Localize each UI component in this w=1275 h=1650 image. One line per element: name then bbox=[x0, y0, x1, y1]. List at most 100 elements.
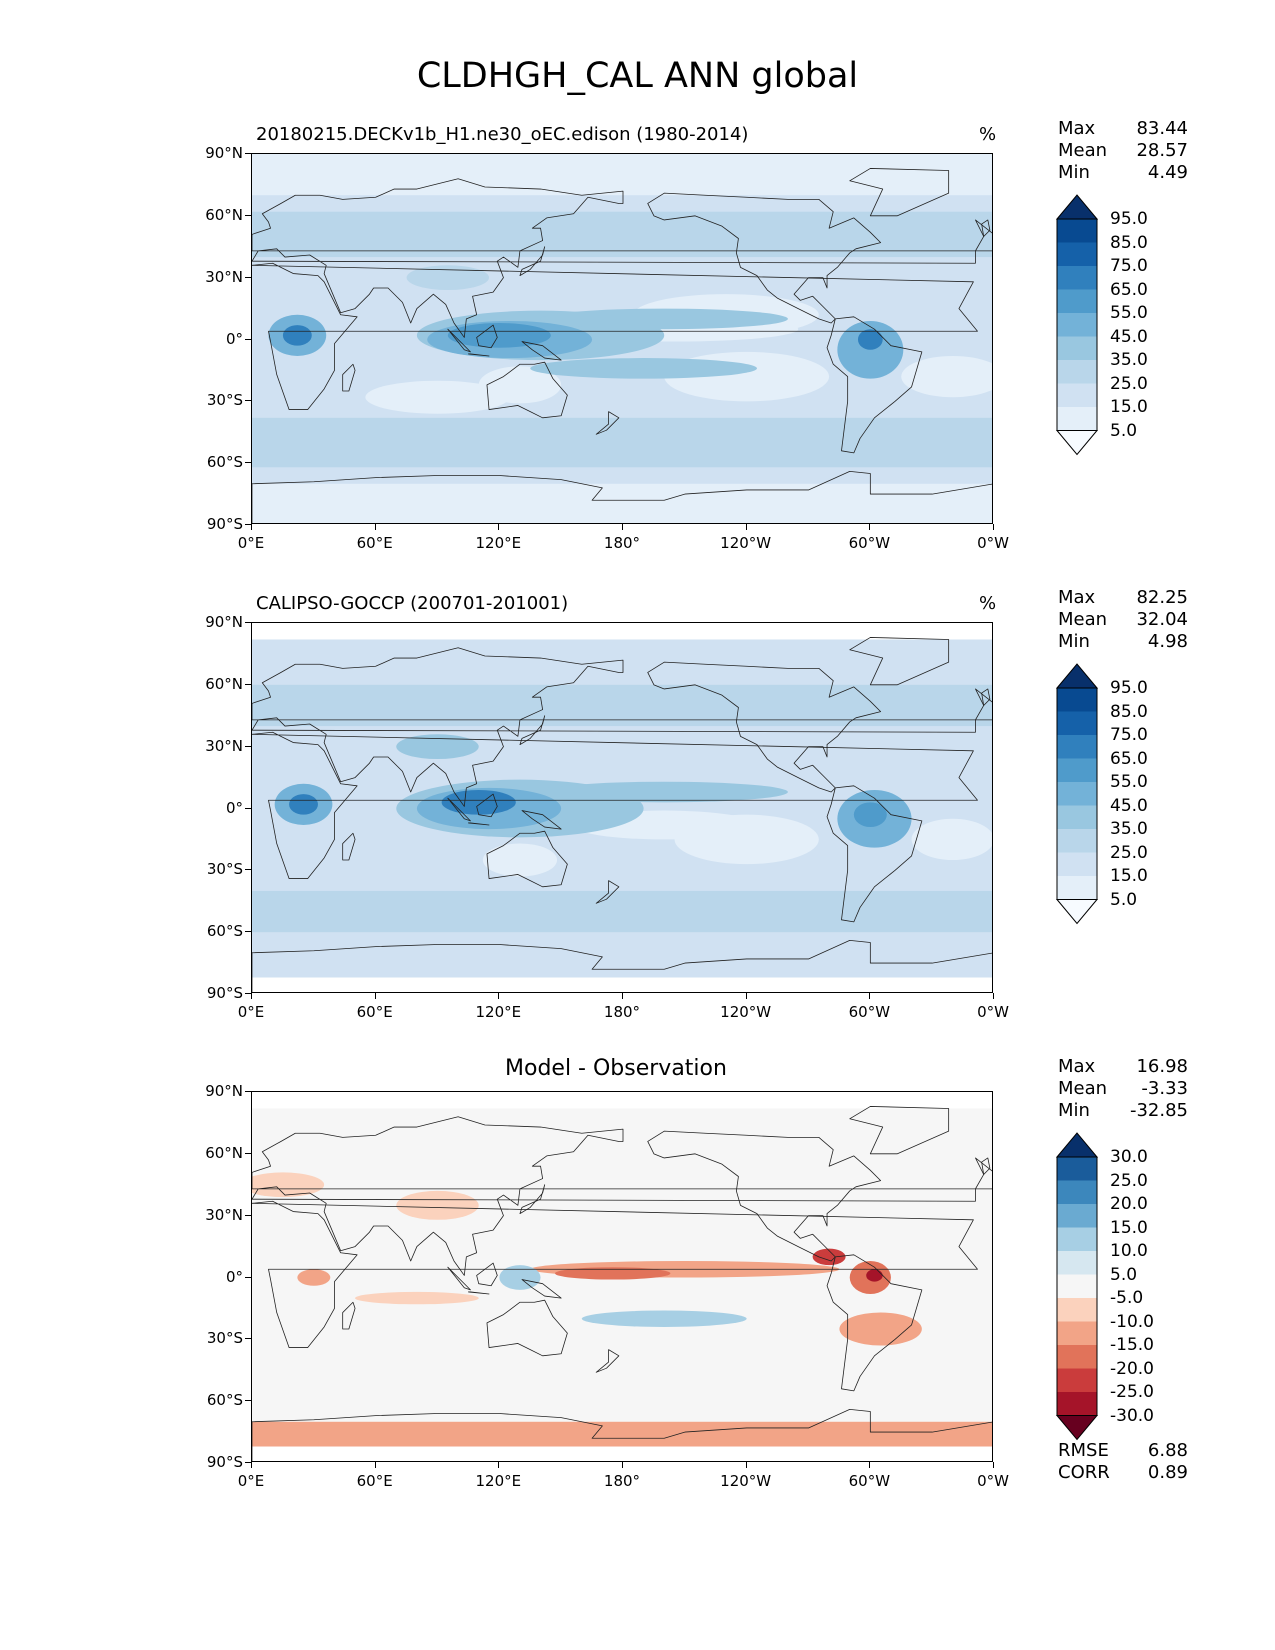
coastline bbox=[521, 1279, 562, 1299]
coastline bbox=[521, 341, 562, 361]
lat-tick-label: 90°N bbox=[205, 613, 243, 631]
lat-tick-label: 90°S bbox=[206, 984, 243, 1002]
coastline bbox=[849, 1106, 950, 1155]
lat-tick bbox=[245, 276, 251, 278]
panel-1-colorbar bbox=[1055, 194, 1099, 460]
colorbar-tick-label: 15.0 bbox=[1110, 866, 1148, 886]
coastline bbox=[521, 810, 562, 830]
contour-region bbox=[554, 1267, 671, 1280]
lon-tick bbox=[498, 524, 500, 530]
colorbar-segment bbox=[1057, 782, 1097, 806]
lon-tick-label: 0°E bbox=[237, 1003, 265, 1021]
lon-tick-label: 60°E bbox=[356, 534, 393, 552]
colorbar-tick-label: 25.0 bbox=[1110, 1170, 1148, 1191]
antarctic-band bbox=[252, 483, 992, 523]
spcz bbox=[530, 358, 757, 379]
lon-tick bbox=[251, 993, 252, 999]
lat-tick-label: 60°S bbox=[206, 922, 243, 941]
colorbar-segment bbox=[1057, 1251, 1097, 1275]
colorbar-segment bbox=[1057, 829, 1097, 853]
lon-tick-label: 60°E bbox=[356, 1472, 393, 1490]
tibet-difference bbox=[396, 1190, 479, 1220]
tibet bbox=[406, 265, 490, 291]
colorbar-top-tip bbox=[1055, 1132, 1099, 1158]
coastline bbox=[252, 1409, 992, 1461]
colorbar-tick-label: 15.0 bbox=[1110, 1217, 1148, 1238]
colorbar-tick-label: -20.0 bbox=[1110, 1358, 1154, 1379]
colorbar-bottom-tip bbox=[1055, 899, 1099, 925]
lat-tick bbox=[245, 931, 251, 933]
lon-tick bbox=[374, 1462, 376, 1468]
lat-tick-label: 90°S bbox=[206, 1453, 243, 1471]
lon-tick-label: 120°W bbox=[720, 534, 772, 552]
colorbar-frame bbox=[1056, 1156, 1098, 1416]
lat-tick-label: 30°S bbox=[206, 391, 243, 410]
coastline bbox=[486, 1299, 568, 1357]
colorbar-frame bbox=[1056, 218, 1098, 431]
colorbar-tick-label: -15.0 bbox=[1110, 1335, 1154, 1355]
lat-tick bbox=[245, 1400, 251, 1402]
lon-tick-label: 120°W bbox=[720, 1472, 772, 1490]
coastline bbox=[476, 793, 498, 818]
coastline bbox=[826, 785, 923, 923]
lon-tick-label: 180° bbox=[603, 534, 641, 552]
lon-tick-label: 120°E bbox=[475, 1003, 522, 1021]
lat-tick-label: 90°S bbox=[206, 515, 243, 533]
panel-2-title: CALIPSO-GOCCP (200701-201001) bbox=[256, 593, 569, 614]
tibet bbox=[396, 734, 479, 760]
coastline bbox=[981, 219, 991, 237]
contour-region bbox=[252, 1172, 325, 1198]
lat-tick bbox=[245, 338, 251, 340]
lon-tick bbox=[745, 524, 747, 530]
colorbar-segment bbox=[1057, 407, 1097, 431]
colorbar-tick-label: 25.0 bbox=[1110, 373, 1148, 394]
panel-3-skill-stats: RMSE 6.88 CORR 0.89 bbox=[1058, 1440, 1188, 1483]
contour-region bbox=[478, 366, 562, 404]
lat-tick bbox=[245, 1462, 251, 1463]
contour-region bbox=[289, 794, 318, 815]
colorbar-tick-label: 85.0 bbox=[1110, 701, 1148, 722]
sh-storm-track bbox=[252, 890, 992, 933]
coastline bbox=[975, 1157, 992, 1190]
lat-tick bbox=[245, 993, 251, 994]
colorbar-segment bbox=[1057, 1321, 1097, 1345]
lat-tick-label: 30°N bbox=[205, 267, 243, 286]
coastline bbox=[468, 1291, 490, 1295]
colorbar-tick-label: 85.0 bbox=[1110, 232, 1148, 253]
antarctic-difference bbox=[252, 1421, 992, 1447]
colorbar-tick-label: 65.0 bbox=[1110, 279, 1148, 300]
lon-tick bbox=[251, 524, 252, 530]
coastline bbox=[647, 1130, 882, 1262]
colorbar-tick-label: 55.0 bbox=[1110, 772, 1148, 792]
coastline bbox=[595, 411, 620, 435]
panel-2-unit: % bbox=[979, 593, 997, 614]
coastline bbox=[981, 1157, 991, 1175]
lat-tick-label: 0° bbox=[225, 798, 243, 817]
colorbar-tick-label: 65.0 bbox=[1110, 748, 1148, 769]
lat-tick bbox=[245, 807, 251, 809]
colorbar-tick-label: 5.0 bbox=[1110, 1264, 1138, 1285]
colorbar-tick-label: 5.0 bbox=[1110, 420, 1138, 441]
colorbar-segment bbox=[1057, 1157, 1097, 1181]
coastline bbox=[981, 688, 991, 706]
lat-tick bbox=[245, 1276, 251, 1278]
colorbar-segment bbox=[1057, 1204, 1097, 1228]
coastline bbox=[826, 316, 923, 454]
colorbar-tick-label: 25.0 bbox=[1110, 842, 1148, 863]
lat-tick bbox=[245, 1214, 251, 1216]
colorbar-top-tip bbox=[1055, 663, 1099, 689]
colorbar-tick-label: 5.0 bbox=[1110, 889, 1138, 910]
colorbar-segment bbox=[1057, 711, 1097, 735]
itcz bbox=[540, 781, 788, 803]
coastline bbox=[486, 361, 568, 419]
lon-tick-label: 180° bbox=[603, 1003, 641, 1021]
lat-tick-label: 0° bbox=[225, 1267, 243, 1286]
coastline bbox=[342, 1301, 356, 1330]
lat-tick bbox=[245, 1152, 251, 1154]
colorbar-tick-label: 75.0 bbox=[1110, 256, 1148, 276]
contour-region bbox=[911, 818, 992, 861]
colorbar-tick-label: 55.0 bbox=[1110, 303, 1148, 323]
colorbar-bottom-tip bbox=[1055, 1415, 1099, 1441]
coastline bbox=[342, 363, 356, 392]
contour-region bbox=[812, 1248, 846, 1266]
